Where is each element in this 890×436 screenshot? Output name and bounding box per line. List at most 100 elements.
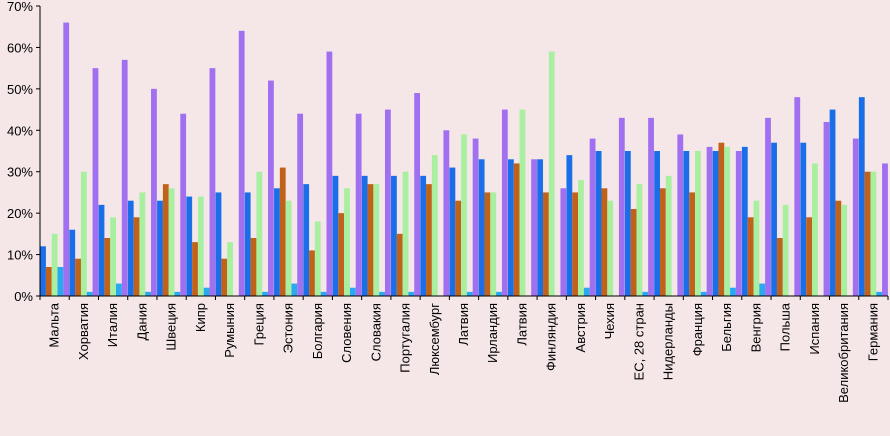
bar-18-s5 [560,188,567,296]
x-tick-label: Латвия [514,303,529,346]
bar-21-s4 [642,291,649,296]
y-tick-label: 50% [7,82,33,97]
bar-16-s5 [501,109,508,296]
x-tick-label: Эстония [281,303,296,353]
bar-11-s2 [338,213,345,296]
bar-19-s4 [583,287,590,296]
bar-11-s1 [332,175,339,296]
x-tick-label: Кипр [193,303,208,332]
x-tick-label: Польша [778,302,793,351]
bar-24-s5 [735,151,742,296]
bar-21-s5 [648,117,654,296]
bar-29-s2 [864,171,871,296]
bar-22-s1 [654,151,660,296]
bar-22-s2 [659,188,666,296]
bar-17-s2 [513,163,520,296]
bar-1-s5 [63,22,70,296]
bar-6-s4 [203,287,210,296]
bar-13-s3 [402,171,409,296]
bar-29-s1 [858,97,865,296]
bar-14-s3 [431,155,438,296]
bar-5-s5 [180,113,187,297]
bar-10-s1 [303,184,310,296]
bar-20-s5 [618,117,625,296]
bar-20-s1 [595,151,602,296]
bar-10-s2 [309,250,315,296]
bar-17-s1 [507,159,514,296]
x-tick-label: Великобритания [836,303,851,403]
bar-5-s1 [157,200,163,296]
bar-23-s1 [683,151,690,296]
bar-20-s2 [601,188,608,296]
x-tick-label: Нидерланды [661,303,676,380]
bar-6-s1 [186,196,193,296]
bar-24-s1 [712,151,719,296]
bar-19-s1 [566,155,573,296]
bar-4-s4 [145,291,152,296]
x-tick-label: Болгария [310,303,325,359]
bar-4-s1 [127,200,134,296]
x-tick-label: Финляндия [544,303,559,371]
bar-8-s1 [244,192,251,296]
bar-7-s3 [227,242,233,296]
bar-8-s4 [262,291,269,296]
bar-10-s4 [320,291,327,296]
x-tick-label: Швеция [164,303,179,351]
bar-1-s2 [45,267,52,296]
bar-19-s3 [578,180,584,296]
bar-16-s4 [496,291,502,296]
x-tick-label: Бельгия [719,303,734,352]
bar-6-s5 [209,68,216,296]
bar-25-s3 [753,200,760,296]
bar-14-s2 [426,184,432,296]
bar-8-s5 [268,80,274,296]
bar-26-s3 [782,204,789,296]
x-tick-label: Ирландия [485,303,500,363]
bar-2-s4 [86,291,93,296]
x-tick-label: Испания [807,303,822,355]
bar-21-s1 [624,151,631,296]
bar-28-s2 [835,200,842,296]
bar-18-s2 [543,192,549,296]
x-tick-label: Дания [134,303,149,341]
bar-27-s2 [806,217,812,296]
bar-9-s3 [285,200,292,296]
bar-21-s3 [636,184,643,296]
bar-23-s5 [706,146,713,296]
bar-9-s4 [291,283,298,296]
bar-15-s4 [466,291,473,296]
bar-23-s2 [689,192,696,296]
x-tick-label: Латвия [456,303,471,346]
bar-15-s1 [449,167,456,296]
bar-3-s1 [98,204,105,296]
y-tick-label: 60% [7,40,33,55]
y-tick-label: 30% [7,165,33,180]
bar-28-s3 [841,204,848,296]
x-tick-label: Словения [339,303,354,363]
bar-22-s3 [665,175,672,296]
bar-4-s3 [139,192,146,296]
bar-12-s1 [361,175,368,296]
axes-layer [36,5,889,300]
x-tick-label: Мальта [47,302,62,347]
bar-27-s5 [823,122,830,296]
bar-2-s3 [80,171,87,296]
x-tick-label: Хорватия [76,303,91,360]
y-tick-label: 70% [7,0,33,14]
bar-19-s2 [572,192,579,296]
bar-12-s2 [367,184,374,296]
x-tick-label: Германия [865,303,880,361]
x-tick-label: Словакия [368,303,383,361]
x-tick-label: Франция [690,303,705,356]
bar-12-s3 [373,184,380,296]
bar-5-s4 [174,291,181,296]
bar-26-s1 [771,142,777,296]
bar-7-s2 [221,258,228,296]
bar-16-s3 [490,192,497,296]
x-tick-label: Венгрия [748,303,763,352]
bar-8-s3 [256,171,263,296]
bar-12-s4 [379,291,385,296]
bar-24-s2 [718,142,725,296]
